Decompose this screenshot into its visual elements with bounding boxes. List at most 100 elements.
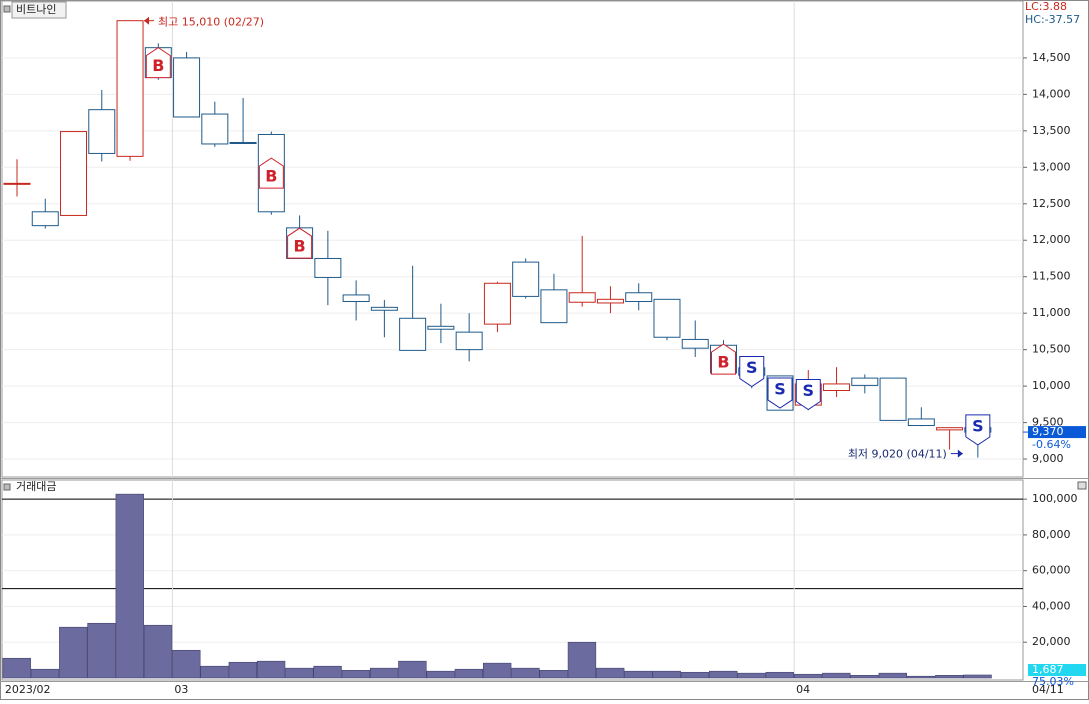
volume-bar: [200, 665, 229, 679]
volume-bar: [426, 670, 455, 679]
signal-label: B: [265, 167, 277, 186]
candle-body: [483, 282, 511, 325]
volume-bar: [539, 670, 568, 679]
x-tick-label: 03: [174, 683, 188, 696]
volume-bar: [482, 662, 512, 679]
y-tick-label: 60,000: [1032, 564, 1071, 577]
y-tick-label: 10,500: [1032, 343, 1071, 356]
candle-body: [540, 289, 568, 324]
signal-marker: [739, 356, 765, 388]
candle-body: [229, 142, 257, 145]
volume-bar: [793, 673, 823, 679]
signal-marker: [711, 343, 736, 375]
candle-body: [399, 317, 427, 351]
candle-body: [823, 383, 851, 391]
max-annotation: 최고 15,010 (02/27): [158, 16, 264, 29]
candle-body: [936, 427, 964, 431]
icon: [3, 483, 11, 491]
volume-bar: [59, 626, 88, 679]
candle-body: [625, 292, 653, 303]
icon: [3, 5, 11, 13]
y-tick-label: 14,000: [1032, 87, 1071, 100]
volume-bar: [624, 670, 653, 679]
y-tick-label: 9,500: [1032, 416, 1064, 429]
candle-body: [879, 377, 907, 421]
candle-body: [31, 211, 59, 227]
volume-bar: [765, 671, 794, 679]
x-tick-label: 04: [796, 683, 810, 696]
signal-marker: [965, 414, 991, 446]
title-box: [11, 1, 67, 19]
candle-body: [3, 182, 31, 185]
y-tick-label: 14,500: [1032, 51, 1071, 64]
signal-label: S: [746, 358, 758, 377]
volume-bar: [313, 665, 342, 679]
volume-bar: [256, 660, 286, 679]
candle-body: [370, 306, 398, 311]
volume-badge: [1028, 663, 1086, 676]
volume-bar: [369, 667, 399, 679]
candle-body: [907, 418, 935, 427]
signal-marker: [145, 47, 171, 79]
candle-body: [88, 109, 116, 154]
volume-bar: [596, 667, 625, 679]
y-tick-label: 80,000: [1032, 528, 1071, 541]
signal-marker: [795, 379, 821, 411]
y-tick-label: 13,000: [1032, 160, 1071, 173]
volume-panel: [1, 479, 1024, 681]
current-label: 9,370: [1032, 425, 1064, 438]
last-date: 04/11: [1032, 683, 1064, 696]
y-tick-label: 12,500: [1032, 197, 1071, 210]
signal-label: B: [152, 56, 164, 75]
annotation-arrow: [957, 449, 963, 458]
volume-bar: [567, 641, 597, 679]
candle-body: [60, 131, 88, 216]
candle-body: [201, 113, 229, 145]
y-tick-label: 40,000: [1032, 599, 1071, 612]
y-tick-label: 100,000: [1032, 492, 1078, 505]
y-tick-label: 11,500: [1032, 270, 1071, 283]
y-tick-label: 10,000: [1032, 379, 1071, 392]
x-tick-label: 2023/02: [5, 683, 51, 696]
volume-bar: [652, 670, 681, 679]
chart-title: 비트나인: [16, 3, 56, 16]
signal-label: S: [774, 380, 786, 399]
candle-body: [653, 298, 681, 338]
volume-bar: [822, 672, 851, 679]
volume-bar: [963, 674, 992, 679]
volume-bar: [87, 622, 116, 679]
candle-body: [681, 338, 709, 349]
candle-body: [596, 298, 624, 304]
volume-bar: [850, 675, 879, 679]
y-tick-label: 12,000: [1032, 233, 1071, 246]
candle-body: [851, 377, 879, 386]
signal-label: S: [803, 381, 815, 400]
volume-bar: [2, 657, 31, 679]
candle-body: [427, 325, 455, 330]
volume-bar: [398, 660, 427, 679]
candle-body: [342, 294, 370, 303]
volume-bar: [172, 649, 201, 679]
candle-body: [173, 57, 201, 118]
signal-marker: [258, 157, 284, 189]
volume-bar: [143, 624, 173, 679]
candle-body: [455, 331, 483, 351]
signal-marker: [287, 227, 313, 259]
volume-bar: [680, 671, 710, 679]
volume-bar: [30, 668, 60, 679]
volume-bar: [935, 675, 964, 679]
volume-bar: [341, 670, 371, 679]
y-tick-label: 13,500: [1032, 124, 1071, 137]
signal-label: B: [717, 353, 729, 372]
volume-bar: [737, 672, 766, 679]
volume-bar: [115, 493, 144, 679]
volume-bar: [906, 675, 936, 679]
volume-ratio: 75.03%: [1032, 675, 1074, 688]
panel-button[interactable]: [1077, 481, 1087, 490]
min-annotation: 최저 9,020 (04/11): [848, 448, 947, 461]
y-tick-label: 9,000: [1032, 452, 1064, 465]
change-label: -0.64%: [1032, 438, 1071, 451]
lc-label: LC:3.88: [1025, 0, 1067, 13]
signal-label: B: [293, 237, 305, 256]
